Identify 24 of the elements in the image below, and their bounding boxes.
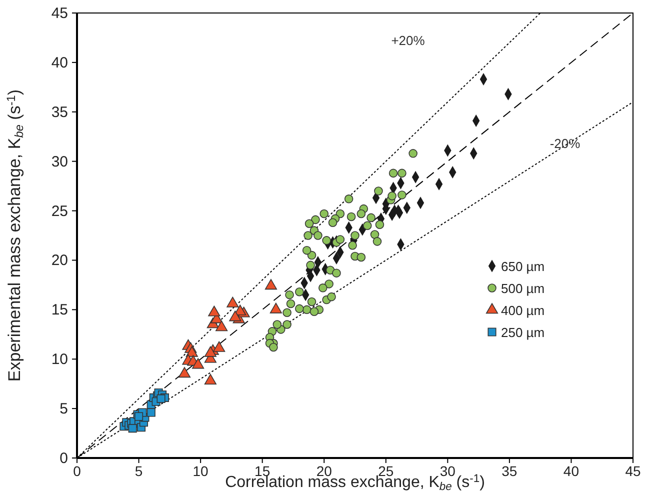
legend-label: 250 µm [501,325,545,340]
x-tick-label: 35 [502,463,518,479]
y-tick-label: 25 [51,202,68,220]
annotation: +20% [391,33,426,48]
y-tick-label: 20 [51,252,68,270]
y-tick-label: 15 [51,302,68,319]
x-tick-label: 10 [192,463,209,479]
x-tick-label: 30 [440,463,456,479]
x-tick-label: 45 [625,463,641,479]
x-tick-label: 25 [378,463,394,479]
y-tick-label: 0 [60,450,68,467]
annotation: -20% [550,136,581,151]
y-tick-label: 35 [51,104,68,121]
y-tick-label: 45 [51,5,68,22]
y-tick-label: 10 [51,351,68,368]
legend-label: 400 µm [501,303,545,318]
y-tick-label: 40 [51,54,68,72]
legend-label: 500 µm [501,281,545,296]
x-tick-label: 0 [73,463,82,479]
y-tick-label: 5 [60,400,68,418]
legend-label: 650 µm [501,259,545,274]
y-tick-label: 30 [51,153,68,170]
x-tick-label: 5 [134,463,143,479]
x-tick-label: 40 [563,463,580,479]
